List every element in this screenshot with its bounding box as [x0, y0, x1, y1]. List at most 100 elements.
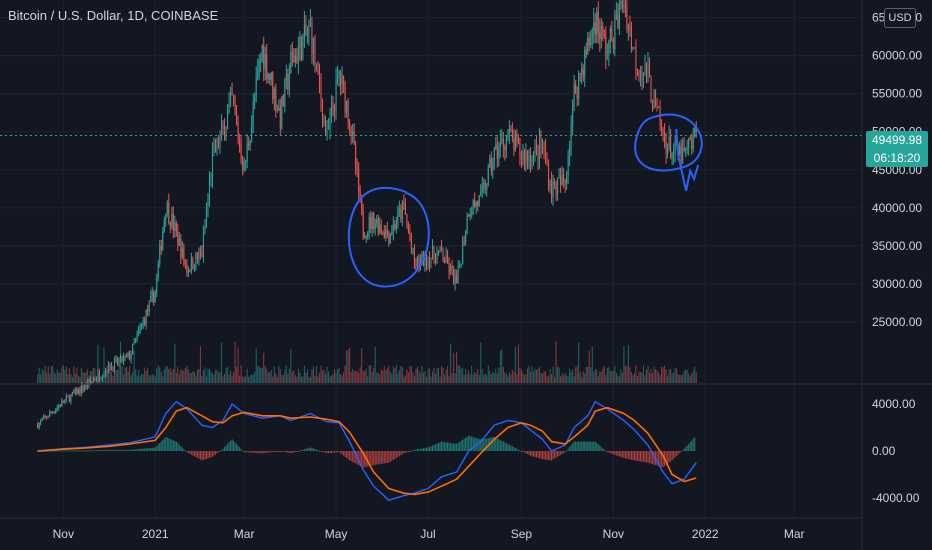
volume-bar	[187, 369, 189, 383]
macd-hist-bar	[370, 451, 372, 466]
macd-hist-bar	[492, 437, 494, 451]
volume-bar	[541, 373, 544, 383]
macd-hist-bar	[385, 451, 387, 464]
volume-bar	[314, 375, 316, 383]
candle-body	[233, 95, 235, 103]
candle-body	[284, 79, 286, 107]
candle-body	[431, 247, 434, 259]
candle-body	[260, 58, 262, 62]
volume-bar	[629, 367, 631, 383]
macd-hist-bar	[615, 451, 617, 456]
macd-hist-bar	[520, 451, 522, 452]
macd-hist-bar	[543, 451, 545, 460]
macd-hist-bar	[519, 450, 521, 452]
volume-bar	[513, 371, 515, 383]
volume-bar	[478, 374, 480, 383]
candle-body	[114, 359, 116, 371]
candle-body	[38, 423, 40, 428]
candle-body	[138, 330, 140, 334]
volume-bar	[505, 373, 507, 383]
macd-hist-bar	[309, 447, 311, 451]
volume-bar	[475, 373, 477, 383]
macd-hist-bar	[523, 451, 525, 453]
candle-body	[661, 125, 663, 130]
candle-body	[575, 83, 577, 94]
macd-hist-bar	[499, 440, 501, 451]
macd-hist-bar	[246, 451, 248, 453]
candle-body	[177, 230, 179, 246]
volume-bar	[650, 368, 652, 383]
candle-body	[472, 200, 474, 214]
candle-body	[410, 240, 412, 249]
macd-hist-bar	[630, 451, 632, 460]
candle-body	[507, 134, 509, 138]
volume-bar	[139, 375, 141, 383]
macd-hist-bar	[55, 450, 57, 452]
signal-line	[37, 406, 697, 496]
volume-bar	[374, 347, 376, 383]
macd-hist-bar	[668, 451, 670, 463]
macd-hist-bar	[483, 438, 485, 451]
macd-hist-bar	[199, 451, 201, 460]
currency-badge[interactable]: USD	[884, 8, 916, 28]
candle-body	[377, 218, 379, 234]
volume-bar	[47, 365, 49, 383]
macd-hist-bar	[376, 451, 378, 465]
volume-bar	[502, 367, 504, 383]
candle-body	[165, 213, 167, 220]
candle-body	[370, 217, 372, 229]
volume-bar	[193, 371, 195, 383]
candle-body	[567, 156, 569, 177]
volume-bar	[332, 373, 334, 383]
volume-bar	[46, 373, 48, 383]
macd-hist-bar	[662, 451, 664, 468]
macd-hist-bar	[427, 447, 429, 451]
macd-hist-bar	[534, 451, 536, 458]
volume-bar	[600, 371, 602, 383]
candle-body	[293, 55, 295, 63]
candle-body	[327, 128, 330, 130]
volume-bar	[317, 376, 319, 383]
volume-bar	[180, 369, 182, 383]
volume-bar	[160, 371, 162, 383]
candle-body	[474, 200, 476, 207]
volume-bar	[97, 344, 99, 383]
macd-hist-bar	[53, 450, 55, 452]
candle-body	[216, 138, 218, 153]
volume-bar	[138, 369, 140, 383]
volume-bar	[551, 373, 553, 383]
candle-body	[400, 209, 402, 220]
volume-bar	[142, 374, 144, 383]
volume-bar	[392, 366, 394, 383]
macd-hist-bar	[104, 449, 107, 451]
macd-hist-bar	[412, 450, 414, 452]
macd-hist-bar	[65, 450, 67, 452]
candle-body	[228, 103, 230, 114]
candle-body	[438, 250, 440, 254]
volume-bar	[582, 371, 584, 383]
macd-hist-bar	[252, 451, 254, 453]
volume-bar	[581, 376, 583, 383]
candle-body	[558, 177, 560, 179]
candle-body	[391, 233, 393, 235]
candle-body	[667, 146, 669, 154]
volume-bar	[653, 366, 655, 383]
candle-body	[251, 122, 253, 141]
macd-hist-bar	[334, 451, 336, 453]
candle-body	[555, 184, 557, 195]
volume-bar	[70, 374, 72, 383]
volume-bar	[349, 348, 351, 383]
volume-bar	[695, 371, 697, 383]
candle-body	[480, 191, 482, 196]
candle-body	[532, 151, 535, 164]
macd-hist-bar	[642, 451, 645, 462]
macd-hist-bar	[231, 439, 233, 451]
macd-hist-bar	[608, 451, 610, 453]
candle-body	[40, 420, 42, 424]
candle-body	[350, 125, 352, 136]
candle-body	[626, 6, 628, 30]
volume-bar	[236, 366, 238, 383]
macd-hist-bar	[670, 451, 672, 462]
volume-bar	[126, 366, 128, 383]
